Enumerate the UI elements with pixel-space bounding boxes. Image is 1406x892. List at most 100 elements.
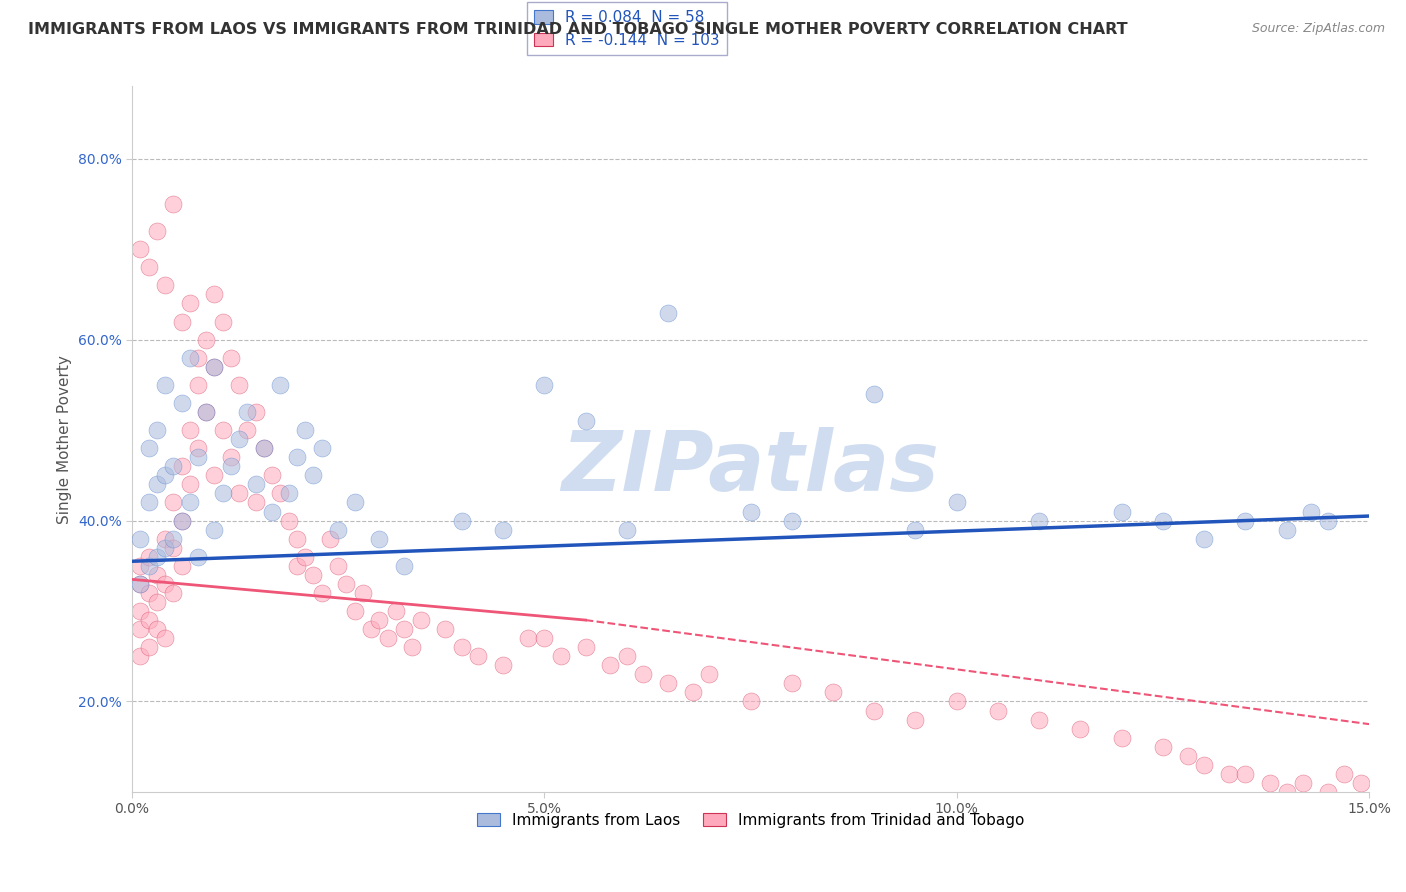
Point [179,477,201,491]
Point [1316,514,1339,528]
Point [945,694,967,708]
Point [368,613,391,627]
Point [285,450,308,465]
Point [262,504,284,518]
Point [616,523,638,537]
Point [328,523,350,537]
Point [434,622,457,636]
Point [904,713,927,727]
Point [236,423,259,437]
Point [1177,748,1199,763]
Point [1275,523,1298,537]
Point [368,532,391,546]
Point [187,441,209,455]
Point [145,567,167,582]
Point [219,351,242,365]
Point [204,359,226,374]
Point [253,441,276,455]
Point [294,423,316,437]
Text: IMMIGRANTS FROM LAOS VS IMMIGRANTS FROM TRINIDAD AND TOBAGO SINGLE MOTHER POVERT: IMMIGRANTS FROM LAOS VS IMMIGRANTS FROM … [28,22,1128,37]
Point [162,197,184,211]
Point [780,514,803,528]
Point [253,441,276,455]
Point [392,558,415,573]
Point [780,676,803,690]
Point [1350,776,1372,790]
Point [377,631,399,645]
Point [138,613,160,627]
Point [575,414,598,428]
Point [335,577,357,591]
Point [138,441,160,455]
Point [195,405,218,419]
Point [129,577,152,591]
Point [228,486,250,500]
Point [129,622,152,636]
Point [153,532,176,546]
Point [343,604,366,618]
Point [1192,757,1215,772]
Point [328,558,350,573]
Point [1275,785,1298,799]
Point [145,595,167,609]
Point [129,649,152,664]
Text: Source: ZipAtlas.com: Source: ZipAtlas.com [1251,22,1385,36]
Point [1333,767,1355,781]
Point [1316,785,1339,799]
Point [129,242,152,256]
Point [657,305,679,319]
Point [170,314,193,328]
Point [1234,767,1257,781]
Point [302,468,325,483]
Point [245,477,267,491]
Point [633,667,655,681]
Point [138,558,160,573]
Point [145,622,167,636]
Point [145,423,167,437]
Point [129,604,152,618]
Point [401,640,423,655]
Point [211,423,233,437]
Point [129,577,152,591]
Point [219,450,242,465]
Point [360,622,382,636]
Point [179,423,201,437]
Point [138,549,160,564]
Point [1301,504,1323,518]
Point [187,450,209,465]
Point [269,377,291,392]
Y-axis label: Single Mother Poverty: Single Mother Poverty [58,355,72,524]
Point [170,459,193,474]
Point [138,640,160,655]
Point [153,541,176,555]
Point [145,477,167,491]
Point [1234,514,1257,528]
Point [228,432,250,446]
Point [392,622,415,636]
Point [904,523,927,537]
Point [187,377,209,392]
Point [451,640,474,655]
Point [162,586,184,600]
Point [187,549,209,564]
Point [204,468,226,483]
Point [319,532,342,546]
Point [285,532,308,546]
Point [945,495,967,509]
Point [153,468,176,483]
Point [863,387,886,401]
Point [467,649,489,664]
Point [451,514,474,528]
Point [302,567,325,582]
Point [204,287,226,301]
Point [170,558,193,573]
Point [153,631,176,645]
Point [195,405,218,419]
Point [311,441,333,455]
Point [1218,767,1240,781]
Point [311,586,333,600]
Point [492,658,515,673]
Point [153,577,176,591]
Point [1258,776,1281,790]
Point [385,604,408,618]
